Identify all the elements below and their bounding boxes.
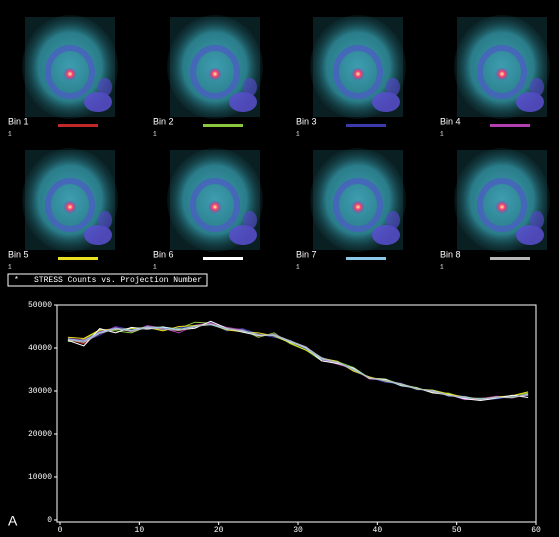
x-tick-label: 50 [452,526,462,535]
scan-image [22,148,118,252]
bin-color-bar [346,124,386,127]
bin-color-bar [203,257,243,260]
x-tick-label: 20 [214,526,224,535]
scan-image [167,15,263,119]
x-tick-label: 0 [58,526,63,535]
legend-marker: * [14,276,19,285]
y-tick-label: 0 [47,516,52,525]
panel-corner: 1 [296,264,300,271]
panel-corner: 1 [296,131,300,138]
bin-label: Bin 2 [153,116,174,126]
bin-color-bar [58,124,98,127]
x-tick-label: 40 [373,526,383,535]
series-line [67,322,529,401]
scan-image [310,15,406,119]
y-tick-label: 20000 [28,430,52,439]
scan-image [310,148,406,252]
bin-label: Bin 3 [296,116,317,126]
scan-image [22,15,118,119]
panel-corner: 1 [8,131,12,138]
scan-image [167,148,263,252]
y-tick-label: 30000 [28,387,52,396]
series-line [67,323,529,400]
panel-corner: 1 [153,264,157,271]
series-line [67,321,529,401]
plot-frame [56,304,537,523]
panel-corner: 1 [8,264,12,271]
chart-title: STRESS Counts vs. Projection Number [34,276,202,285]
panel-corner: 1 [440,264,444,271]
series-line [67,320,529,402]
series-line [67,323,529,401]
y-tick-label: 50000 [28,301,52,310]
y-tick-label: 10000 [28,473,52,482]
bin-label: Bin 7 [296,249,317,259]
bin-label: Bin 8 [440,249,461,259]
bin-color-bar [346,257,386,260]
y-tick-label: 40000 [28,344,52,353]
series-line [67,324,529,400]
bin-color-bar [58,257,98,260]
bin-label: Bin 4 [440,116,461,126]
bin-label: Bin 5 [8,249,29,259]
panel-corner: 1 [440,131,444,138]
scan-image [454,148,550,252]
x-tick-label: 10 [135,526,145,535]
series-line [67,321,529,399]
bin-color-bar [490,257,530,260]
x-tick-label: 30 [293,526,303,535]
bin-label: Bin 1 [8,116,29,126]
image-panels: Bin 1 1 Bin 2 1 Bin 3 1 Bin 4 1 Bin 5 1 Bin 6 1 Bin … [8,15,550,271]
x-tick-label: 60 [531,526,541,535]
series-line [67,323,529,401]
bin-color-bar [203,124,243,127]
panel-corner: 1 [153,131,157,138]
figure-label: A [8,513,18,529]
bin-label: Bin 6 [153,249,174,259]
scan-image [454,15,550,119]
bin-color-bar [490,124,530,127]
legend-box [7,273,208,287]
